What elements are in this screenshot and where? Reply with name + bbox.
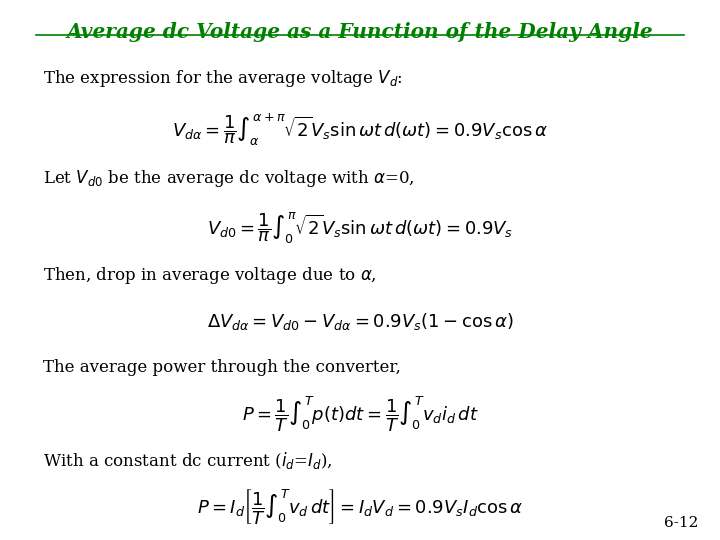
Text: $V_{d0} = \dfrac{1}{\pi} \int_{0}^{\pi} \sqrt{2}V_s \sin\omega t\, d(\omega t) =: $V_{d0} = \dfrac{1}{\pi} \int_{0}^{\pi} …	[207, 211, 513, 245]
Text: $P = \dfrac{1}{T} \int_{0}^{T} p(t)dt = \dfrac{1}{T} \int_{0}^{T} v_d i_d\, dt$: $P = \dfrac{1}{T} \int_{0}^{T} p(t)dt = …	[242, 395, 478, 434]
Text: $V_{d\alpha} = \dfrac{1}{\pi} \int_{\alpha}^{\alpha+\pi} \sqrt{2}V_s \sin\omega : $V_{d\alpha} = \dfrac{1}{\pi} \int_{\alp…	[172, 111, 548, 148]
Text: Then, drop in average voltage due to $\alpha$,: Then, drop in average voltage due to $\a…	[43, 265, 377, 286]
Text: 6-12: 6-12	[664, 516, 698, 530]
Text: Let $V_{d0}$ be the average dc voltage with $\alpha$=0,: Let $V_{d0}$ be the average dc voltage w…	[43, 168, 415, 188]
Text: The average power through the converter,: The average power through the converter,	[43, 359, 401, 376]
Text: The expression for the average voltage $V_d$:: The expression for the average voltage $…	[43, 68, 403, 89]
Text: Average dc Voltage as a Function of the Delay Angle: Average dc Voltage as a Function of the …	[67, 22, 653, 42]
Text: $\Delta V_{d\alpha} = V_{d0} - V_{d\alpha} = 0.9V_s\left(1 - \cos\alpha\right)$: $\Delta V_{d\alpha} = V_{d0} - V_{d\alph…	[207, 311, 513, 332]
Text: $P = I_d \left[ \dfrac{1}{T} \int_{0}^{T} v_d\, dt \right] = I_d V_d = 0.9V_s I_: $P = I_d \left[ \dfrac{1}{T} \int_{0}^{T…	[197, 488, 523, 527]
Text: With a constant dc current ($i_d$=$I_d$),: With a constant dc current ($i_d$=$I_d$)…	[43, 450, 333, 470]
